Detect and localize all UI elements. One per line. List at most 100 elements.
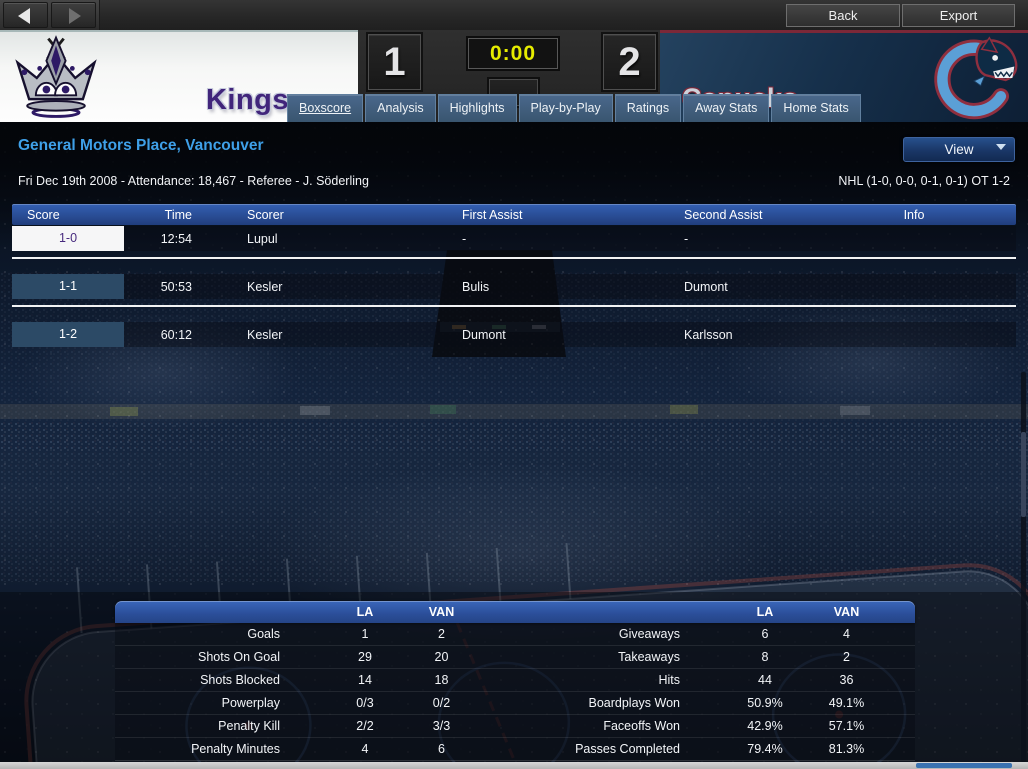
stat-value-la: 29 (358, 650, 372, 664)
view-dropdown-label: View (944, 142, 974, 157)
tab-ratings[interactable]: Ratings (614, 94, 682, 122)
away-score: 2 (603, 34, 656, 90)
horizontal-scrollbar-thumb[interactable] (916, 763, 1012, 768)
stat-value-van: 18 (434, 673, 449, 687)
stat-label: Takeaways (618, 650, 680, 664)
stat-value-van: 81.3% (828, 742, 865, 756)
view-dropdown[interactable]: View (903, 137, 1015, 162)
col-header-score: Score (27, 207, 60, 222)
stat-value-la: 2/2 (356, 719, 374, 733)
stats-col-away: VAN (428, 605, 455, 619)
chevron-down-icon (996, 144, 1006, 150)
goal-first-assist: Bulis (462, 279, 490, 294)
goal-first-assist: - (462, 231, 467, 246)
stat-value-la: 4 (361, 742, 369, 756)
stat-row: Penalty Kill 2/2 3/3 Faceoffs Won 42.9% … (115, 715, 915, 738)
stat-value-la: 1 (361, 627, 369, 641)
stat-label: Penalty Kill (218, 719, 280, 733)
stat-label: Faceoffs Won (603, 719, 680, 733)
tab-boxscore[interactable]: Boxscore (287, 94, 364, 122)
arrow-right-icon (69, 8, 81, 24)
vertical-scrollbar-thumb[interactable] (1021, 432, 1026, 517)
home-score: 1 (368, 34, 421, 90)
col-header-time: Time (164, 207, 192, 222)
back-button[interactable]: Back (786, 4, 900, 27)
stat-label: Powerplay (221, 696, 280, 710)
top-bar: Back Export (0, 0, 1028, 30)
col-header-scorer: Scorer (247, 207, 284, 222)
goals-table-header: Score Time Scorer First Assist Second As… (12, 204, 1016, 225)
stat-value-la: 6 (761, 627, 769, 641)
stat-row: Powerplay 0/3 0/2 Boardplays Won 50.9% 4… (115, 692, 915, 715)
stat-value-van: 20 (434, 650, 449, 664)
stat-value-la: 0/3 (356, 696, 374, 710)
tab-home-stats[interactable]: Home Stats (771, 94, 861, 122)
goal-second-assist: Dumont (684, 279, 728, 294)
stat-label: Giveaways (618, 627, 680, 641)
home-team-panel: Kings (0, 30, 358, 122)
export-button[interactable]: Export (902, 4, 1015, 27)
stat-label: Shots On Goal (198, 650, 280, 664)
col-header-info: Info (903, 207, 925, 222)
stat-value-van: 6 (438, 742, 445, 756)
goal-time: 60:12 (160, 327, 192, 342)
match-info-line: Fri Dec 19th 2008 - Attendance: 18,467 -… (0, 174, 1028, 192)
goal-second-assist: - (684, 231, 689, 246)
stat-row: Penalty Minutes 4 6 Passes Completed 79.… (115, 738, 915, 761)
col-header-first-assist: First Assist (462, 207, 523, 222)
stat-value-van: 2 (438, 627, 445, 641)
tab-away-stats[interactable]: Away Stats (683, 94, 770, 122)
goal-row[interactable]: 1-2 60:12 Kesler Dumont Karlsson (12, 322, 1016, 347)
vertical-scrollbar[interactable] (1021, 372, 1026, 762)
nav-forward-button[interactable] (51, 2, 96, 28)
stats-col-home: LA (756, 605, 774, 619)
stat-value-la: 50.9% (747, 696, 783, 710)
stat-label: Shots Blocked (200, 673, 280, 687)
stat-label: Boardplays Won (588, 696, 681, 710)
stat-label: Penalty Minutes (191, 742, 280, 756)
periods-summary-text: NHL (1-0, 0-0, 0-1, 0-1) OT 1-2 (838, 174, 1010, 188)
col-header-second-assist: Second Assist (684, 207, 763, 222)
header-shade-overlay (0, 122, 1028, 252)
stat-value-van: 3/3 (432, 719, 451, 733)
stat-value-van: 0/2 (432, 696, 451, 710)
stat-value-la: 8 (761, 650, 769, 664)
stat-value-la: 44 (758, 673, 772, 687)
goal-row[interactable]: 1-0 12:54 Lupul - - (12, 226, 1016, 251)
stat-label: Goals (247, 627, 280, 641)
stat-value-van: 57.1% (828, 719, 865, 733)
goal-score: 1-2 (12, 322, 124, 347)
goal-scorer: Kesler (247, 279, 283, 294)
goal-scorer: Kesler (247, 327, 283, 342)
nav-button-group (0, 0, 100, 30)
goal-second-assist: Karlsson (684, 327, 733, 342)
team-header: Kings 1 0:00 2 Canucks Boxscore Analys (0, 30, 1028, 122)
match-tabs: Boxscore Analysis Highlights Play-by-Pla… (287, 94, 863, 122)
goal-score: 1-1 (12, 274, 124, 299)
bottom-scrollbar-track (0, 762, 1028, 769)
stat-row: Goals 1 2 Giveaways 6 4 (115, 623, 915, 646)
tab-play-by-play[interactable]: Play-by-Play (518, 94, 613, 122)
match-details-text: Fri Dec 19th 2008 - Attendance: 18,467 -… (18, 174, 369, 188)
goal-score: 1-0 (12, 226, 124, 251)
game-clock: 0:00 (468, 38, 558, 69)
tab-analysis[interactable]: Analysis (365, 94, 436, 122)
goal-row[interactable]: 1-1 50:53 Kesler Bulis Dumont (12, 274, 1016, 299)
period-separator (12, 257, 1016, 259)
stat-row: Shots On Goal 29 20 Takeaways 8 2 (115, 646, 915, 669)
stat-label: Passes Completed (575, 742, 680, 756)
goal-scorer: Lupul (247, 231, 278, 246)
stat-value-van: 49.1% (828, 696, 865, 710)
kings-logo-icon (15, 35, 97, 118)
match-stats-table: LA VAN LA VAN Goals 1 2 Giveaways 6 4 Sh… (115, 601, 915, 761)
nav-back-button[interactable] (3, 2, 48, 28)
stat-value-la: 79.4% (747, 742, 783, 756)
stat-value-van: 4 (843, 627, 850, 641)
tab-highlights[interactable]: Highlights (437, 94, 517, 122)
stat-value-la: 14 (358, 673, 372, 687)
stats-table-header: LA VAN LA VAN (115, 601, 915, 623)
arrow-left-icon (18, 8, 30, 24)
stat-value-van: 36 (839, 673, 854, 687)
main-content: General Motors Place, Vancouver View Fri… (0, 122, 1028, 762)
